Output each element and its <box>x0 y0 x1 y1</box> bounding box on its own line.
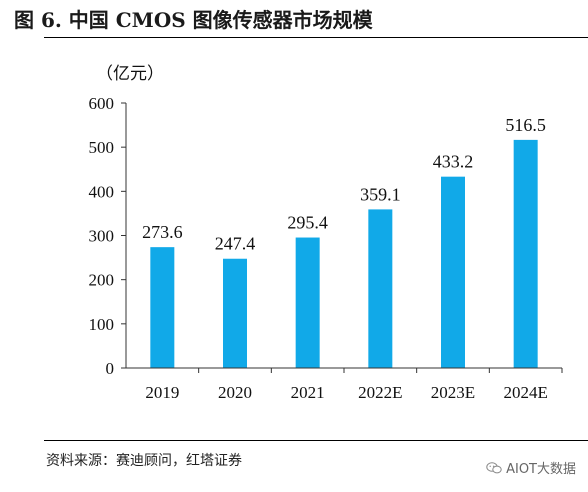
bar-chart: （亿元） 0 100 200 300 400 500 600 273.6 247.4 295.4… <box>89 64 563 402</box>
y-tick-label: 300 <box>89 227 115 246</box>
watermark-text: AIOT大数据 <box>506 462 576 477</box>
x-tick-label-2024E: 2024E <box>503 383 547 402</box>
bar-2021 <box>295 237 320 368</box>
source-note: 资料来源：赛迪顾问，红塔证券 <box>46 453 242 469</box>
x-tick-label-2019: 2019 <box>145 383 179 402</box>
y-tick-label: 500 <box>89 138 115 157</box>
y-tick-label: 0 <box>106 359 115 378</box>
bar-2023E <box>441 176 465 368</box>
bars: 273.6 247.4 295.4 359.1 433.2 516.5 <box>142 115 546 368</box>
y-tick-label: 600 <box>89 94 115 113</box>
wechat-icon <box>486 461 502 473</box>
x-tick-label-2020: 2020 <box>218 383 252 402</box>
x-tick-label-2021: 2021 <box>291 383 325 402</box>
bar-2019 <box>150 247 175 368</box>
figure-title: 图 6. 中国 CMOS 图像传感器市场规模 <box>14 8 373 32</box>
unit-label: （亿元） <box>96 64 164 84</box>
y-tick-label: 100 <box>89 315 115 334</box>
title-rule <box>44 37 588 38</box>
y-tick-label: 400 <box>89 182 115 201</box>
value-label-2020: 247.4 <box>215 234 256 254</box>
bar-2020 <box>223 258 247 368</box>
bar-2022E <box>368 209 393 368</box>
source-rule <box>44 440 588 441</box>
value-label-2021: 295.4 <box>287 213 328 233</box>
value-label-2022E: 359.1 <box>360 184 401 204</box>
x-tick-label-2023E: 2023E <box>431 383 475 402</box>
bar-2024E <box>513 139 538 368</box>
y-axis: 0 100 200 300 400 500 600 <box>89 94 127 378</box>
watermark: AIOT大数据 <box>486 458 576 477</box>
value-label-2024E: 516.5 <box>505 115 546 135</box>
y-tick-label: 200 <box>89 271 115 290</box>
x-axis: 2019 2020 2021 2022E 2023E 2024E <box>126 367 563 402</box>
value-label-2023E: 433.2 <box>433 152 474 172</box>
figure-header: 图 6. 中国 CMOS 图像传感器市场规模 <box>0 0 588 40</box>
x-tick-label-2022E: 2022E <box>358 383 402 402</box>
value-label-2019: 273.6 <box>142 222 183 242</box>
